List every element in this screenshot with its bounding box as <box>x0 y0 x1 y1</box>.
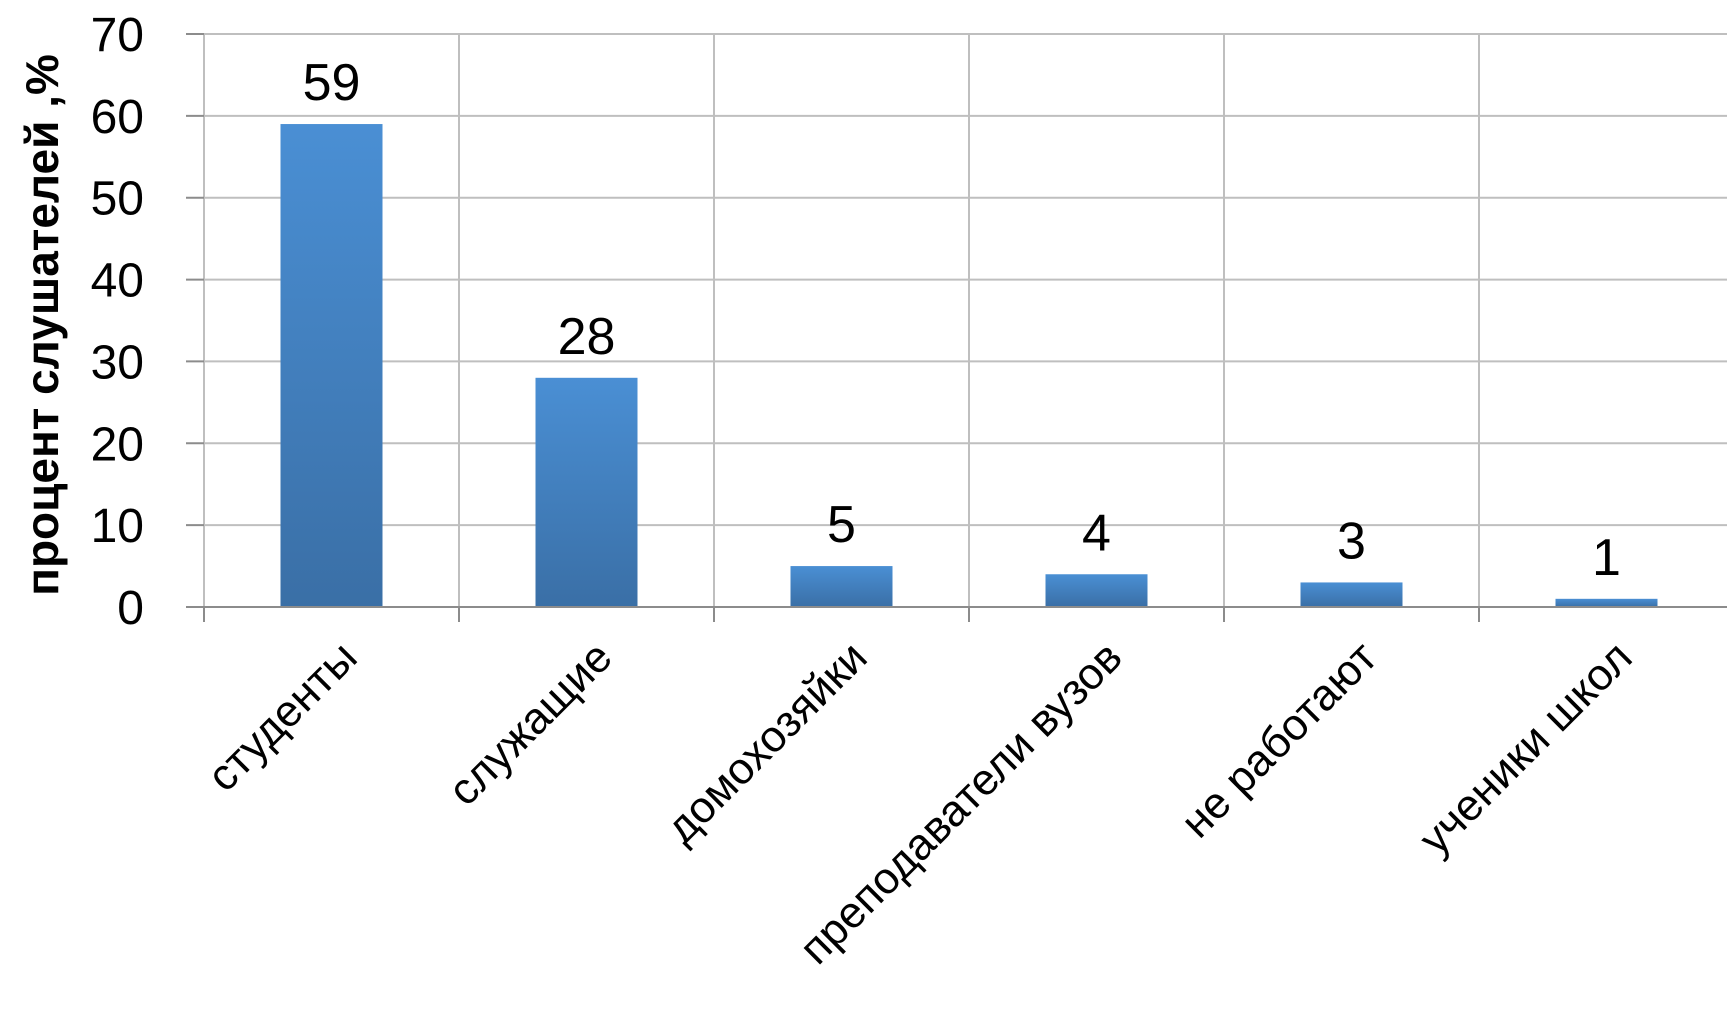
y-tick-label: 30 <box>91 336 144 389</box>
y-tick-label: 60 <box>91 91 144 144</box>
bar-6 <box>1555 598 1658 607</box>
y-tick-label: 20 <box>91 418 144 471</box>
data-label-2: 28 <box>558 308 616 366</box>
data-labels: 59 28 5 4 3 1 <box>303 54 1621 587</box>
category-labels: студенты служащие домохозяйкипреподаватели… <box>198 632 1642 973</box>
bar-2 <box>535 377 638 607</box>
gridlines <box>203 33 1727 607</box>
category-label-3: домохозяйки <box>656 632 876 852</box>
bar-3 <box>790 566 893 607</box>
y-tick-label: 40 <box>91 255 144 308</box>
y-axis-title: процент слушателей ,% <box>16 54 68 596</box>
bar-1 <box>280 124 383 608</box>
bar-5 <box>1300 582 1403 607</box>
category-label-6: ученики школ <box>1410 632 1642 864</box>
data-label-5: 3 <box>1337 512 1366 570</box>
bar-4 <box>1045 574 1148 607</box>
y-tick-label: 50 <box>91 173 144 226</box>
data-label-6: 1 <box>1592 529 1621 587</box>
y-tick-label: 0 <box>117 582 144 635</box>
category-label-1: студенты <box>198 632 367 801</box>
y-tick-label: 70 <box>91 9 144 62</box>
category-label-2: служащие <box>439 632 622 815</box>
bars <box>280 124 1658 608</box>
y-tick-labels: 0 10 20 30 40 50 60 70 <box>91 9 144 635</box>
y-tick-label: 10 <box>91 500 144 553</box>
axes <box>186 33 1727 622</box>
category-label-5: не работают <box>1172 632 1387 847</box>
data-label-3: 5 <box>827 496 856 554</box>
data-label-1: 59 <box>303 54 361 112</box>
data-label-4: 4 <box>1082 504 1111 562</box>
